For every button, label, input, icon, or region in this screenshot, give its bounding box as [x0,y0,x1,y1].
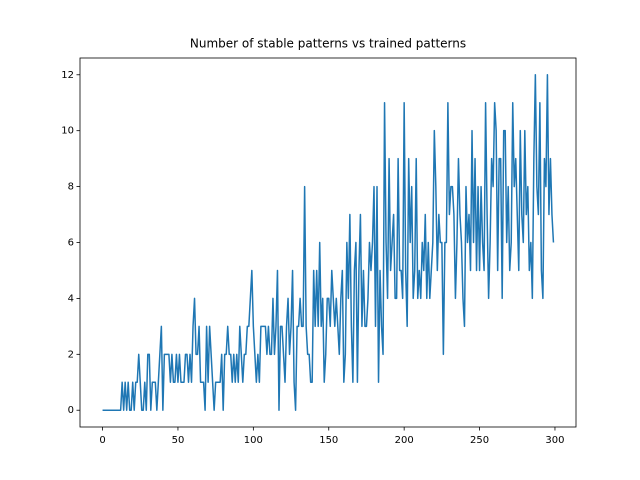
y-tick-label: 12 [61,70,74,81]
y-tick-label: 6 [68,238,74,249]
y-tick-label: 8 [68,182,74,193]
chart-title: Number of stable patterns vs trained pat… [190,37,466,51]
x-tick-label: 250 [470,435,489,446]
y-tick-label: 0 [68,405,74,416]
y-tick-label: 10 [61,126,74,137]
y-tick-label: 4 [68,293,74,304]
x-tick-label: 300 [545,435,564,446]
x-tick-label: 50 [172,435,185,446]
x-tick-label: 100 [244,435,263,446]
y-tick-label: 2 [68,349,74,360]
x-tick-label: 200 [395,435,414,446]
x-tick-label: 0 [99,435,105,446]
axes-frame [79,57,577,428]
x-tick-label: 150 [319,435,338,446]
data-line [102,74,555,411]
